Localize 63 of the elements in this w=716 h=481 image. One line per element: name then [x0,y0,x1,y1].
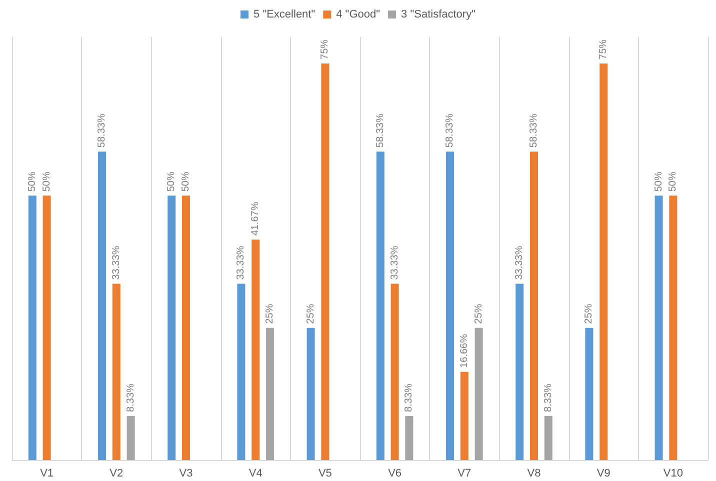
data-label: 50% [180,172,192,192]
x-tick-label: V5 [318,468,332,480]
bar [585,328,594,460]
data-label: 75% [598,39,610,60]
data-label: 58.33% [528,114,540,148]
legend-label: 4 "Good" [336,8,380,20]
data-label: 58.33% [374,114,386,148]
x-tick-label: V2 [110,468,124,480]
bar [516,284,524,460]
x-tick-label: V10 [663,468,683,480]
bar [390,284,399,460]
x-tick-label: V8 [527,468,541,480]
bar [544,416,552,460]
data-label: 33.33% [389,246,400,280]
x-tick-label: V9 [596,468,610,480]
data-label: 25% [473,304,484,324]
data-label: 50% [26,172,38,192]
bar [306,328,315,460]
data-label: 25% [305,304,316,324]
bar [376,152,384,460]
data-label: 75% [320,39,331,60]
data-label: 8.33% [542,383,554,412]
bar [237,284,246,460]
legend-label: 3 "Satisfactory" [401,8,476,20]
bar [98,152,106,460]
bar [321,63,330,460]
data-label: 50% [166,172,178,192]
data-label: 33.33% [236,246,247,280]
bar [266,328,274,460]
data-label: 33.33% [110,246,122,280]
data-label: 50% [653,172,664,192]
data-label: 16.66% [458,334,470,368]
bar [112,284,120,460]
bar [405,416,414,460]
bar [42,196,51,460]
bar [182,196,190,460]
x-tick-label: V6 [388,468,402,480]
data-label: 58.33% [444,114,456,148]
x-tick-label: V3 [179,468,193,480]
x-tick-label: V7 [458,468,472,480]
bar [600,63,608,460]
bar [460,372,468,460]
data-label: 8.33% [404,383,415,412]
x-tick-label: V1 [40,468,54,480]
x-tick-label: V4 [248,468,262,480]
bar [446,152,454,460]
bar [28,196,36,460]
data-label: 25% [584,304,595,324]
data-label: 50% [668,172,679,192]
data-label: 41.67% [250,202,262,236]
bar [126,416,135,460]
data-label: 25% [264,304,276,324]
bar [168,196,176,460]
data-label: 58.33% [96,114,108,148]
data-label: 8.33% [125,383,136,412]
bar [530,152,538,460]
bar [252,240,260,460]
data-label: 33.33% [514,246,526,280]
legend-label: 5 "Excellent" [254,8,316,20]
bar [654,196,663,460]
bar [669,196,678,460]
bar [474,328,483,460]
data-label: 50% [41,172,52,192]
